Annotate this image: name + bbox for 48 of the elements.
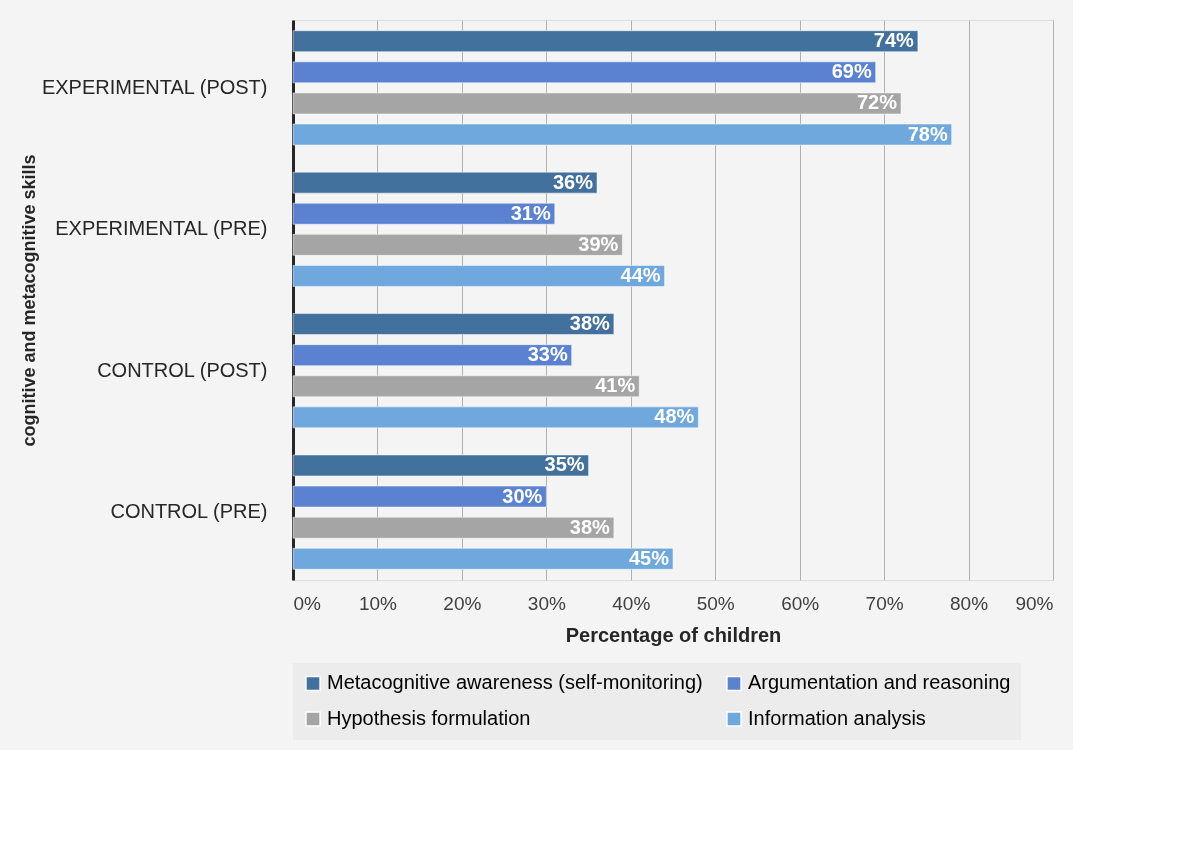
data-label: 33%	[527, 343, 568, 366]
data-label: 30%	[502, 484, 543, 507]
data-label: 48%	[654, 405, 695, 428]
bar	[292, 548, 674, 570]
data-label: 45%	[628, 546, 670, 569]
legend-label: Argumentation and reasoning	[748, 671, 1011, 694]
y-tick-label: CONTROL (PRE)	[110, 500, 268, 523]
data-label: 38%	[569, 312, 611, 335]
bar	[292, 202, 556, 225]
bar	[292, 265, 665, 287]
bar	[292, 406, 699, 429]
legend-label: Hypothesis formulation	[327, 707, 531, 729]
x-axis-title: Percentage of children	[565, 623, 782, 646]
legend-label: Information analysis	[748, 707, 926, 729]
y-tick-label: CONTROL (POST)	[97, 358, 268, 381]
data-label: 35%	[544, 453, 585, 476]
data-label: 72%	[856, 91, 898, 114]
x-tick-label: 90%	[1015, 592, 1054, 614]
bar	[292, 454, 589, 477]
x-tick-label: 20%	[443, 592, 482, 614]
x-tick-label: 0%	[293, 592, 322, 614]
x-tick-label: 30%	[527, 592, 566, 614]
y-tick-label: EXPERIMENTAL (PRE)	[55, 217, 268, 240]
data-label: 31%	[510, 201, 551, 224]
data-label: 74%	[873, 29, 915, 52]
x-tick-label: 50%	[696, 592, 735, 614]
data-label: 41%	[595, 374, 636, 397]
y-tick-label: EXPERIMENTAL (POST)	[41, 75, 268, 98]
bar	[292, 30, 919, 52]
x-tick-label: 40%	[612, 592, 651, 614]
data-label: 44%	[620, 263, 661, 286]
data-label: 36%	[552, 170, 594, 193]
x-tick-label: 80%	[950, 592, 989, 614]
bar	[292, 313, 615, 335]
bar	[292, 344, 572, 366]
legend-label: Metacognitive awareness (self-monitoring)	[327, 671, 703, 694]
bar	[292, 485, 547, 508]
x-tick-label: 10%	[358, 592, 398, 614]
data-label: 69%	[831, 60, 872, 83]
data-label: 39%	[578, 232, 619, 255]
bar	[292, 171, 598, 194]
y-axis-title: cognitive and metacognitive skills	[18, 154, 39, 447]
data-label: 38%	[569, 515, 611, 538]
data-label: 78%	[907, 122, 948, 145]
bar	[292, 123, 952, 146]
x-tick-label: 60%	[781, 592, 820, 614]
bar	[292, 61, 876, 84]
x-tick-label: 70%	[865, 592, 904, 614]
